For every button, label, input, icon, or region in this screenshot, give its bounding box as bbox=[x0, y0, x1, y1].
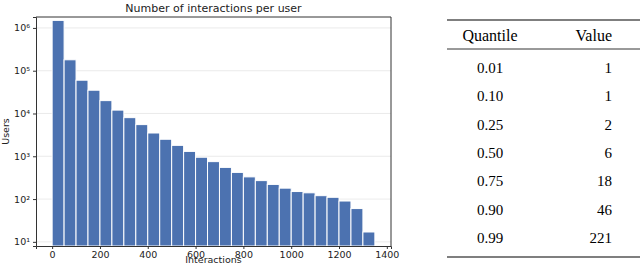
y-tick-mark bbox=[33, 113, 36, 114]
y-tick: 10⁴ bbox=[14, 108, 36, 119]
grid-line bbox=[36, 70, 391, 71]
y-tick-label: 10⁶ bbox=[14, 22, 30, 33]
y-tick: 10³ bbox=[14, 151, 36, 162]
table-cell: 1 bbox=[605, 88, 613, 104]
y-tick-label: 10¹ bbox=[14, 236, 30, 247]
bar bbox=[315, 196, 327, 246]
bars bbox=[52, 20, 375, 246]
figure: 020040060080010001200140010¹10²10³10⁴10⁵… bbox=[0, 0, 640, 265]
y-tick-mark bbox=[33, 199, 36, 200]
bar bbox=[327, 197, 339, 246]
bar bbox=[196, 157, 208, 246]
bar bbox=[255, 181, 267, 246]
table-cell: 221 bbox=[590, 230, 613, 246]
table-header: Quantile bbox=[462, 27, 517, 44]
table-cell: 0.50 bbox=[477, 145, 503, 161]
bar bbox=[88, 90, 100, 246]
y-axis: 10¹ 10² 10³ 10⁴ 10⁵ 10⁶ bbox=[14, 18, 36, 248]
y-tick-label: 10² bbox=[14, 194, 30, 205]
y-tick-label: 10⁵ bbox=[14, 65, 30, 76]
y-tick: 10¹ bbox=[14, 236, 36, 247]
x-tick: 1400 bbox=[375, 246, 399, 260]
bar bbox=[76, 80, 88, 246]
table-rule bbox=[447, 256, 640, 257]
bar bbox=[303, 193, 315, 246]
frame bbox=[391, 17, 392, 246]
y-tick-mark bbox=[33, 28, 36, 29]
bar bbox=[112, 110, 124, 246]
table-cell: 0.01 bbox=[477, 60, 503, 76]
x-tick-label: 0 bbox=[50, 249, 56, 260]
y-tick-mark bbox=[33, 242, 36, 243]
table-cell: 6 bbox=[605, 145, 613, 161]
bar bbox=[279, 188, 291, 246]
table-cell: 18 bbox=[597, 173, 612, 189]
table-cell: 2 bbox=[605, 117, 613, 133]
x-tick-label: 200 bbox=[91, 249, 109, 260]
bar bbox=[100, 101, 112, 246]
frame bbox=[36, 17, 391, 18]
y-tick: 10² bbox=[14, 194, 36, 205]
bar bbox=[208, 162, 220, 246]
x-tick-label: 1200 bbox=[327, 249, 351, 260]
bar bbox=[184, 151, 196, 246]
x-tick: 200 bbox=[91, 246, 109, 260]
bar bbox=[363, 232, 375, 246]
y-tick-mark bbox=[33, 71, 36, 72]
quantile-table: Quantile Value 0.01 1 0.10 1 0.25 2 0.50 6 0.75 18 0… bbox=[447, 20, 640, 257]
table-cell: 0.75 bbox=[477, 173, 503, 189]
y-tick-label: 10³ bbox=[14, 151, 30, 162]
y-tick: 10⁶ bbox=[14, 22, 36, 33]
x-tick-label: 400 bbox=[139, 249, 157, 260]
bar bbox=[160, 139, 172, 246]
bar bbox=[219, 167, 231, 246]
table-rule bbox=[447, 19, 640, 20]
bar bbox=[351, 209, 363, 246]
y-tick: 10⁵ bbox=[14, 65, 36, 76]
bar bbox=[172, 145, 184, 246]
x-tick: 1200 bbox=[327, 246, 351, 260]
x-tick: 400 bbox=[139, 246, 157, 260]
x-tick-label: 1000 bbox=[280, 249, 304, 260]
bar bbox=[267, 184, 279, 246]
bar bbox=[124, 118, 136, 246]
y-tick-mark bbox=[33, 156, 36, 157]
title: Number of interactions per user bbox=[125, 2, 302, 15]
grid-line bbox=[36, 27, 391, 28]
bar bbox=[64, 60, 76, 246]
bar bbox=[148, 133, 160, 246]
table-cell: 46 bbox=[597, 202, 613, 218]
y-axis-line bbox=[33, 18, 37, 247]
x-tick-label: 1400 bbox=[375, 249, 399, 260]
table-cell: 0.10 bbox=[477, 88, 503, 104]
bar bbox=[52, 20, 64, 246]
table-cell: 0.25 bbox=[477, 117, 503, 133]
bar bbox=[243, 177, 255, 246]
bar bbox=[136, 125, 148, 246]
x-tick: 0 bbox=[50, 246, 56, 260]
x-tick: 1000 bbox=[280, 246, 304, 260]
table-cell: 0.99 bbox=[477, 230, 503, 246]
y-tick-label: 10⁴ bbox=[14, 108, 30, 119]
table-cell: 1 bbox=[605, 60, 613, 76]
bar bbox=[339, 201, 351, 246]
bar bbox=[231, 172, 243, 246]
table-header: Value bbox=[576, 27, 612, 44]
x-axis-title: Interactions bbox=[185, 254, 242, 265]
y-axis-title: Users bbox=[0, 118, 11, 145]
table-rule bbox=[447, 49, 640, 50]
bar bbox=[291, 192, 303, 246]
table-cell: 0.90 bbox=[477, 202, 503, 218]
